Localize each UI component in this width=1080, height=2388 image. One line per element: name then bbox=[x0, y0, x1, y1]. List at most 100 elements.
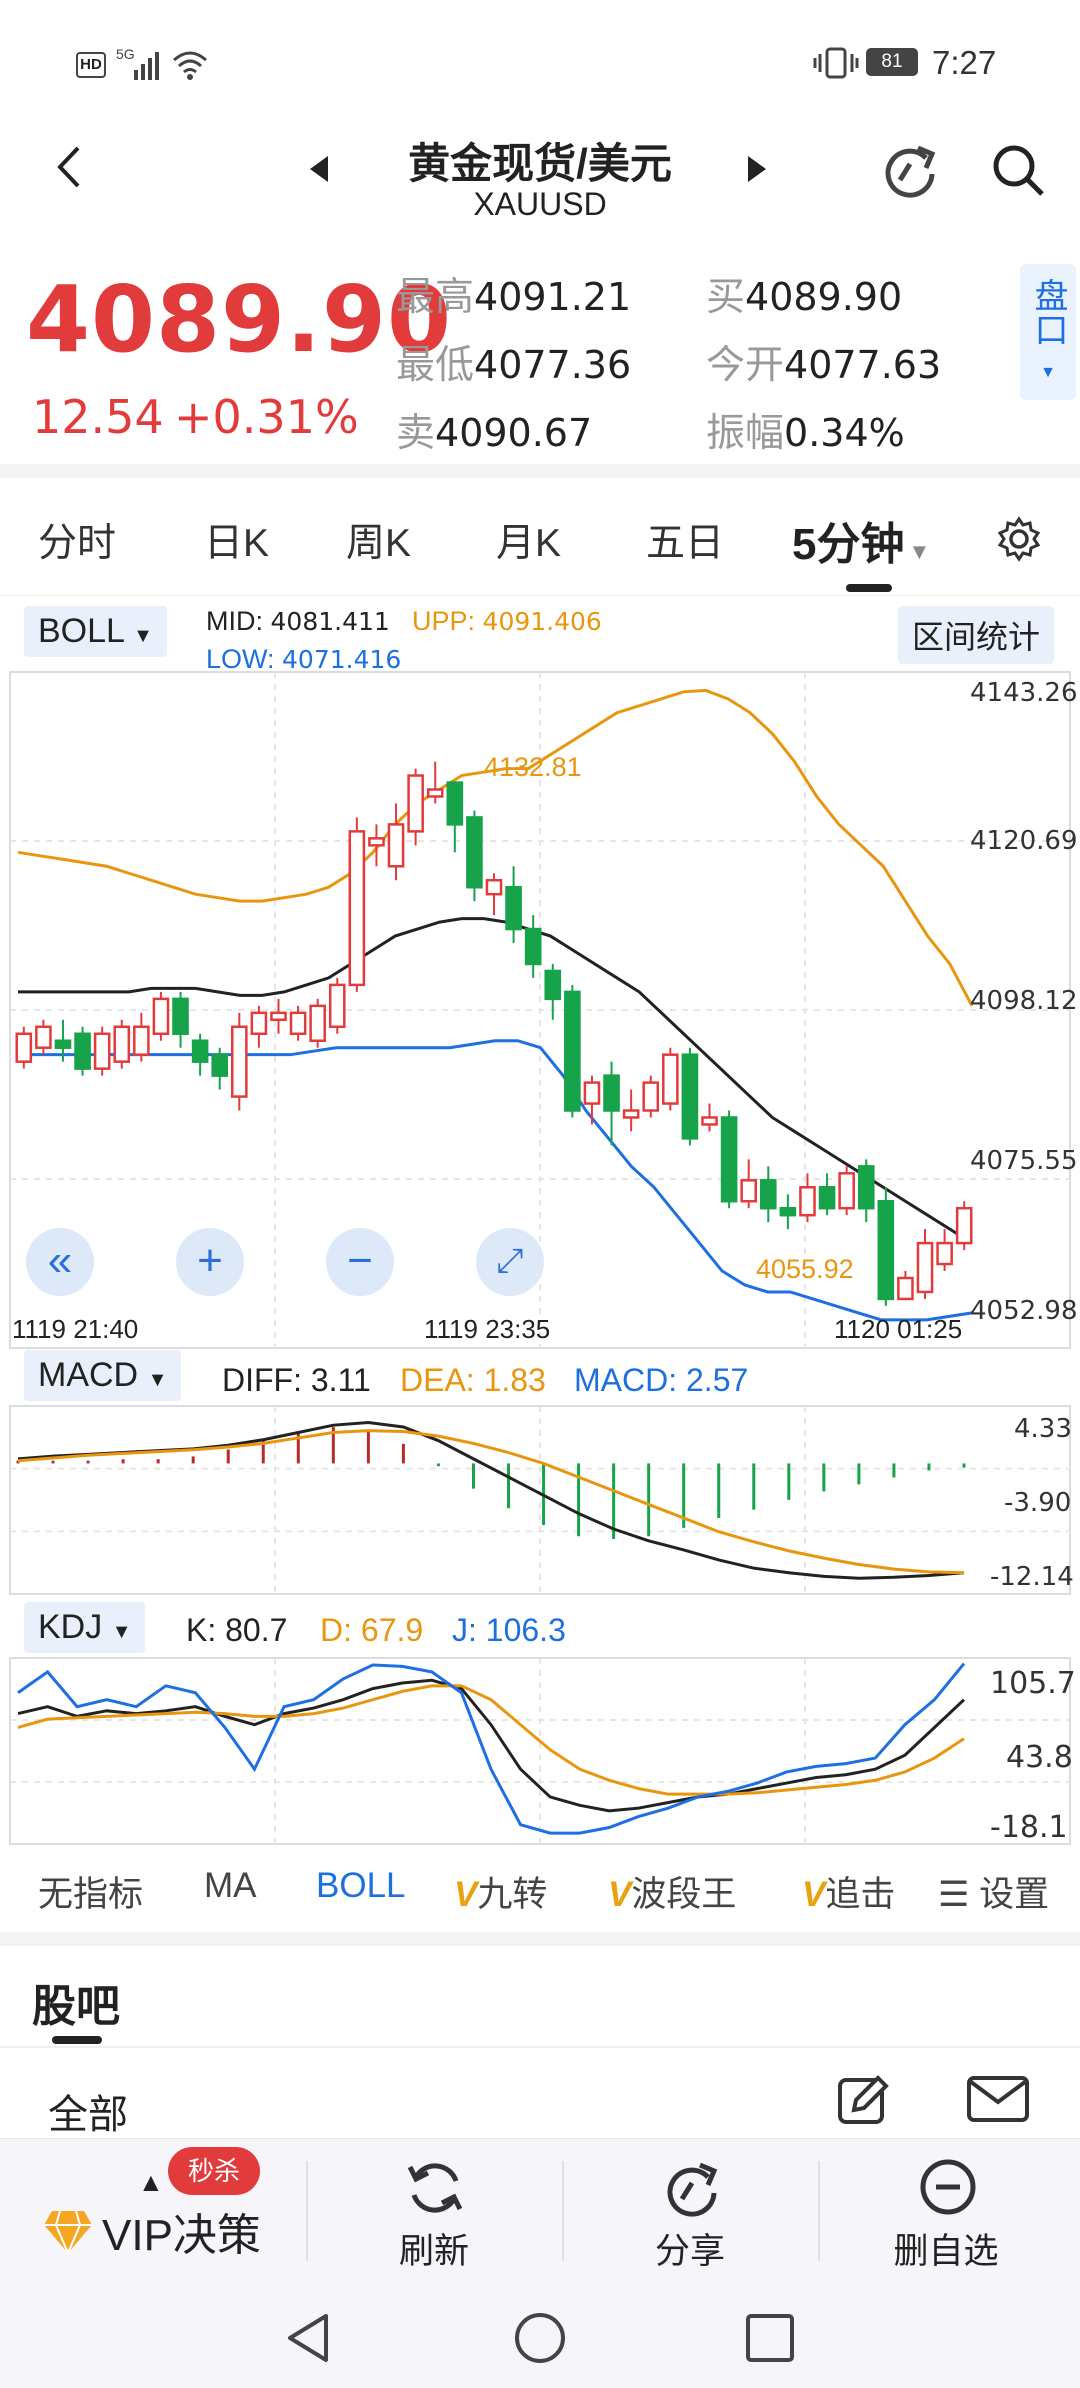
boll-upp-line bbox=[17, 688, 974, 1007]
nav-recents-icon[interactable] bbox=[744, 2312, 796, 2364]
candle bbox=[799, 1186, 816, 1217]
y-tick: 105.7 bbox=[990, 1666, 1076, 1701]
boll-indicator-select[interactable]: BOLL ▼ bbox=[24, 606, 167, 657]
edit-post-icon[interactable] bbox=[836, 2072, 892, 2128]
candle bbox=[857, 1165, 875, 1210]
macd-chart[interactable] bbox=[0, 1404, 1080, 1596]
zoom-in-button[interactable]: + bbox=[176, 1228, 244, 1296]
tab-timeshare[interactable]: 分时 bbox=[38, 522, 117, 565]
indicator-wave-king[interactable]: V波段王 bbox=[608, 1875, 737, 1914]
kdj-j-line bbox=[17, 1662, 966, 1835]
flash-sale-badge: 秒杀 bbox=[168, 2147, 260, 2195]
candle bbox=[74, 1032, 91, 1070]
stat-high: 最高4091.21 bbox=[396, 275, 632, 319]
macd-dea: DEA: 1.83 bbox=[400, 1362, 546, 1398]
candle bbox=[916, 1241, 934, 1294]
candle bbox=[54, 1039, 72, 1049]
vibrate-icon bbox=[813, 47, 859, 79]
y-tick: 4052.98 bbox=[970, 1296, 1078, 1326]
indicator-ma[interactable]: MA bbox=[204, 1866, 257, 1905]
nav-home-icon[interactable] bbox=[512, 2310, 568, 2366]
page-title: 黄金现货/美元 bbox=[408, 140, 672, 187]
app-header: 黄金现货/美元 XAUUSD bbox=[0, 120, 1080, 230]
period-tabs: 分时 日K 周K 月K 五日 5分钟 ▼ bbox=[0, 478, 1080, 596]
kdj-k-line bbox=[17, 1678, 966, 1813]
divider bbox=[0, 2046, 1080, 2048]
search-icon[interactable] bbox=[990, 142, 1048, 200]
signal-wifi-icon bbox=[134, 51, 207, 80]
kdj-indicator-select[interactable]: KDJ ▼ bbox=[24, 1602, 146, 1653]
x-tick: 1119 21:40 bbox=[12, 1314, 139, 1344]
candle bbox=[642, 1081, 660, 1112]
refresh-button[interactable]: 刷新 bbox=[334, 2139, 534, 2289]
tab-monthly[interactable]: 月K bbox=[496, 522, 562, 565]
candle bbox=[387, 823, 405, 868]
x-tick: 1119 23:35 bbox=[424, 1314, 551, 1344]
y-tick: -18.1 bbox=[990, 1810, 1068, 1845]
gear-icon[interactable] bbox=[996, 516, 1042, 562]
indicator-settings[interactable]: ☰ 设置 bbox=[930, 1866, 1050, 1917]
candle bbox=[35, 1025, 52, 1049]
scroll-left-button[interactable]: « bbox=[26, 1228, 94, 1296]
nav-back-icon[interactable] bbox=[282, 2310, 334, 2366]
tab-weekly[interactable]: 周K bbox=[346, 522, 412, 565]
y-tick: 43.8 bbox=[1006, 1740, 1073, 1775]
indicator-boll[interactable]: BOLL bbox=[316, 1866, 406, 1905]
boll-mid: MID: 4081.411 bbox=[206, 606, 390, 636]
next-instrument-icon[interactable] bbox=[746, 154, 768, 184]
indicator-nine-turn[interactable]: V九转 bbox=[454, 1875, 548, 1914]
remove-watchlist-button[interactable]: 删自选 bbox=[846, 2139, 1046, 2289]
candle bbox=[740, 1179, 757, 1203]
kdj-d: D: 67.9 bbox=[320, 1612, 424, 1648]
indicator-none[interactable]: 无指标 bbox=[38, 1875, 144, 1914]
prev-instrument-icon[interactable] bbox=[308, 154, 330, 184]
stat-open: 今开4077.63 bbox=[706, 343, 942, 387]
tab-daily[interactable]: 日K bbox=[204, 522, 270, 565]
macd-indicator-select[interactable]: MACD ▼ bbox=[24, 1350, 182, 1401]
vip-v-icon: V bbox=[608, 1875, 632, 1914]
candle bbox=[466, 816, 483, 889]
range-stats-button[interactable]: 区间统计 bbox=[898, 606, 1055, 664]
candlestick-chart[interactable] bbox=[0, 670, 1080, 1350]
candle bbox=[701, 1116, 718, 1126]
candle bbox=[407, 774, 424, 833]
indicator-chase[interactable]: V追击 bbox=[802, 1875, 896, 1914]
kdj-chart[interactable] bbox=[0, 1656, 1080, 1846]
indicator-bar: 无指标 MA BOLL V九转 V波段王 V追击 ☰ 设置 bbox=[0, 1846, 1080, 1932]
guba-underline bbox=[52, 2036, 102, 2044]
fullscreen-button[interactable]: ⤢ bbox=[476, 1228, 544, 1296]
last-price: 4089.90 bbox=[26, 266, 453, 373]
candle bbox=[662, 1053, 679, 1105]
y-tick: 4.33 bbox=[1014, 1414, 1072, 1444]
share-icon bbox=[667, 2162, 718, 2217]
refresh-share-icon[interactable] bbox=[880, 140, 940, 200]
divider bbox=[562, 2161, 564, 2261]
candle bbox=[368, 837, 385, 847]
divider bbox=[818, 2161, 820, 2261]
candle bbox=[681, 1053, 699, 1140]
candle bbox=[955, 1206, 973, 1245]
x-tick: 1120 01:25 bbox=[834, 1314, 963, 1344]
boll-mid-line bbox=[18, 917, 973, 1245]
candle bbox=[838, 1172, 855, 1210]
tab-5min[interactable]: 5分钟 ▼ bbox=[792, 520, 931, 569]
page-subtitle: XAUUSD bbox=[473, 186, 607, 222]
signal-icon: 5G bbox=[116, 46, 135, 62]
minus-circle-icon bbox=[920, 2159, 976, 2215]
filter-all[interactable]: 全部 bbox=[48, 2093, 128, 2137]
candle bbox=[759, 1179, 777, 1210]
candle bbox=[231, 1025, 248, 1098]
candle bbox=[564, 990, 581, 1112]
vip-decision-button[interactable]: ▲ 秒杀 VIP决策 bbox=[0, 2139, 306, 2289]
back-icon[interactable] bbox=[54, 144, 84, 190]
zoom-out-button[interactable]: − bbox=[326, 1228, 394, 1296]
mail-icon[interactable] bbox=[966, 2074, 1030, 2124]
pankou-button[interactable]: 盘口 ▼ bbox=[1020, 264, 1076, 400]
candle bbox=[877, 1199, 895, 1301]
price-change: 12.54 bbox=[32, 390, 164, 444]
candle bbox=[211, 1053, 229, 1077]
share-button[interactable]: 分享 bbox=[590, 2139, 790, 2289]
min-price-mark: 4055.92 bbox=[756, 1254, 854, 1284]
candle bbox=[818, 1186, 836, 1210]
tab-five-day[interactable]: 五日 bbox=[646, 522, 725, 565]
